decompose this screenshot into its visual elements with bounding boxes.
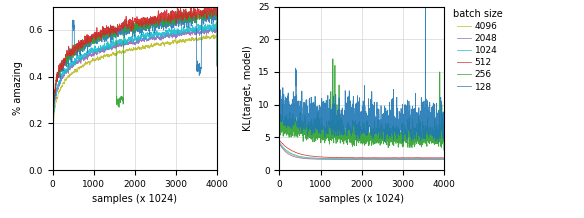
1024 (435, 157, 442, 160)
Y-axis label: % amazing: % amazing (13, 61, 23, 115)
256 (354, 137, 361, 140)
4096 (440, 158, 447, 161)
128 (422, 5, 429, 8)
Line: 128: 128 (279, 7, 444, 142)
4096 (354, 158, 361, 161)
X-axis label: samples (x 1024): samples (x 1024) (319, 194, 404, 204)
1024 (276, 141, 283, 144)
512 (354, 157, 361, 159)
512 (395, 156, 402, 159)
256 (276, 129, 283, 131)
Y-axis label: KL(target, model): KL(target, model) (243, 45, 253, 131)
2048 (395, 158, 402, 161)
1024 (346, 157, 353, 160)
Line: 1024: 1024 (279, 142, 444, 159)
2048 (354, 158, 361, 161)
4096 (395, 158, 402, 161)
256 (440, 149, 447, 151)
256 (345, 138, 352, 140)
512 (345, 156, 352, 159)
512 (440, 157, 447, 159)
128 (395, 124, 402, 127)
128 (399, 141, 406, 143)
1024 (345, 157, 352, 160)
4096 (345, 158, 352, 160)
128 (276, 123, 283, 125)
2048 (346, 158, 353, 160)
2048 (435, 158, 442, 160)
512 (427, 157, 434, 159)
128 (346, 124, 353, 126)
4096 (346, 158, 353, 161)
256 (395, 131, 402, 134)
Line: 512: 512 (279, 140, 444, 158)
128 (345, 116, 352, 119)
128 (354, 100, 361, 103)
Line: 256: 256 (279, 59, 444, 150)
128 (440, 121, 447, 123)
256 (329, 58, 336, 60)
X-axis label: samples (x 1024): samples (x 1024) (92, 194, 178, 204)
128 (427, 126, 434, 128)
2048 (345, 158, 352, 161)
256 (346, 138, 353, 141)
1024 (427, 157, 434, 160)
Line: 2048: 2048 (279, 144, 444, 159)
512 (435, 157, 442, 159)
256 (427, 126, 434, 129)
1024 (395, 157, 402, 160)
2048 (427, 158, 434, 161)
Legend: 4096, 2048, 1024, 512, 256, 128: 4096, 2048, 1024, 512, 256, 128 (451, 8, 503, 93)
4096 (276, 142, 283, 145)
4096 (435, 158, 442, 161)
128 (435, 110, 442, 112)
4096 (427, 158, 434, 160)
2048 (276, 142, 283, 145)
2048 (440, 158, 447, 161)
512 (276, 139, 283, 142)
Line: 4096: 4096 (279, 144, 444, 159)
512 (346, 156, 353, 159)
1024 (354, 157, 361, 160)
1024 (440, 157, 447, 160)
2048 (345, 158, 352, 161)
256 (435, 136, 442, 139)
